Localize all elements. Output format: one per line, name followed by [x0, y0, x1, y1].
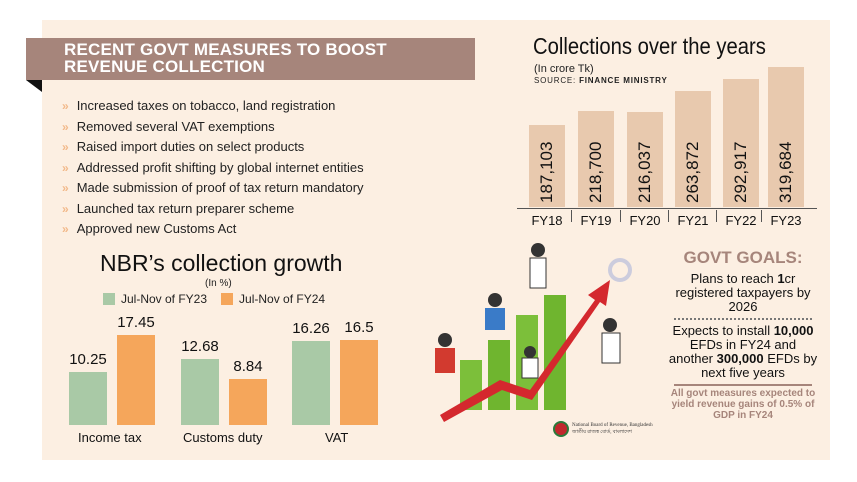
goals-note: All govt measures expected to yield reve… [670, 388, 816, 421]
growth-illustration [435, 243, 632, 422]
legend-item-fy23: Jul-Nov of FY23 [103, 292, 207, 306]
collections-category-label: FY21 [677, 213, 709, 228]
nbr-bar-label: 16.5 [344, 318, 374, 336]
nbr-seal-icon [553, 421, 569, 437]
collections-bar [529, 125, 565, 207]
double-chevron-right-icon: » [62, 119, 69, 134]
double-chevron-right-icon: » [62, 201, 69, 216]
nbr-bar-label: 10.25 [69, 350, 107, 368]
collections-axis [517, 208, 817, 209]
axis-tick [668, 210, 669, 222]
nbr-legend: Jul-Nov of FY23 Jul-Nov of FY24 [103, 292, 325, 306]
header-fold [26, 80, 42, 92]
legend-item-fy24: Jul-Nov of FY24 [221, 292, 325, 306]
collections-bar-label: 187,103 [537, 141, 556, 203]
dotted-divider [674, 318, 812, 320]
collections-category-label: FY23 [770, 213, 802, 228]
person-figure [603, 318, 617, 332]
collections-bar-label: 263,872 [683, 141, 702, 203]
axis-tick [571, 210, 572, 222]
axis-tick [761, 210, 762, 222]
collections-title: Collections over the years [533, 33, 766, 59]
nbr-bar [181, 359, 219, 425]
collections-bar-label: 216,037 [635, 141, 654, 203]
person-figure [485, 308, 505, 330]
nbr-logo: National Board of Revenue, Bangladesh জা… [553, 421, 653, 437]
measures-list: » Increased taxes on tobacco, land regist… [62, 96, 364, 240]
person-figure [488, 293, 502, 307]
collections-bar [768, 67, 804, 207]
nbr-bar [340, 339, 378, 425]
goal-taxpayers: Plans to reach 1cr registered taxpayers … [675, 271, 811, 314]
collections-bar-label: 319,684 [776, 141, 795, 203]
nbr-bar-label: 16.26 [292, 319, 330, 337]
nbr-category-label: Customs duty [183, 430, 263, 445]
nbr-unit: (In %) [205, 278, 232, 289]
measure-item: » Increased taxes on tobacco, land regist… [62, 98, 336, 113]
double-chevron-right-icon: » [62, 222, 69, 236]
red-arrow-illustration [440, 280, 610, 422]
collections-bar [578, 111, 614, 207]
goals-title: GOVT GOALS: [683, 248, 803, 267]
measure-item: » Launched tax return preparer scheme [62, 200, 295, 216]
collections-unit: (In crore Tk) [534, 63, 594, 75]
measure-item: » Raised import duties on select products [62, 139, 305, 154]
axis-tick [620, 210, 621, 222]
person-figure [435, 348, 455, 373]
collections-category-label: FY20 [629, 213, 661, 228]
nbr-bar [229, 379, 267, 425]
collections-category-label: FY22 [725, 213, 757, 228]
measures-header [26, 38, 475, 80]
person-figure [524, 346, 536, 358]
person-figure [521, 357, 539, 379]
person-figure [531, 243, 545, 257]
collections-bar [723, 78, 759, 207]
measure-item: » Removed several VAT exemptions [62, 118, 275, 134]
collections-category-label: FY19 [580, 213, 612, 228]
pie-chart-decor [608, 258, 632, 282]
measure-item: » Approved new Customs Act [62, 221, 237, 236]
nbr-bar-label: 17.45 [117, 313, 155, 331]
collections-bar [627, 112, 663, 207]
measures-title: RECENT GOVT MEASURES TO BOOST REVENUE CO… [64, 40, 387, 76]
collections-category-label: FY18 [531, 213, 563, 228]
legend-swatch [221, 293, 234, 305]
double-chevron-right-icon: » [62, 140, 69, 154]
nbr-bar [69, 371, 107, 425]
nbr-category-label: VAT [325, 430, 349, 445]
collections-bar-label: 218,700 [586, 141, 605, 203]
person-figure [529, 257, 547, 289]
nbr-title: NBR’s collection growth [100, 250, 343, 276]
double-chevron-right-icon: » [62, 181, 69, 195]
nbr-bar [117, 334, 155, 425]
double-chevron-right-icon: » [62, 160, 69, 175]
nbr-bar-label: 12.68 [181, 338, 219, 356]
nbr-bar-label: 8.84 [233, 358, 263, 376]
person-figure [438, 333, 452, 347]
axis-tick [716, 210, 717, 222]
person-figure [601, 332, 621, 364]
collections-source: SOURCE: FINANCE MINISTRY [534, 76, 668, 85]
collections-bar-label: 292,917 [731, 141, 750, 203]
govt-goals: GOVT GOALS: Plans to reach 1cr registere… [668, 248, 818, 421]
double-chevron-right-icon: » [62, 99, 69, 113]
legend-swatch [103, 293, 115, 305]
collections-bar [675, 91, 711, 207]
solid-divider [674, 384, 812, 386]
nbr-bar [292, 340, 330, 425]
goal-efds: Expects to install 10,000 EFDs in FY24 a… [668, 323, 818, 380]
nbr-category-label: Income tax [78, 430, 142, 445]
measure-item: » Addressed profit shifting by global int… [62, 159, 364, 175]
measure-item: » Made submission of proof of tax return … [62, 180, 364, 195]
